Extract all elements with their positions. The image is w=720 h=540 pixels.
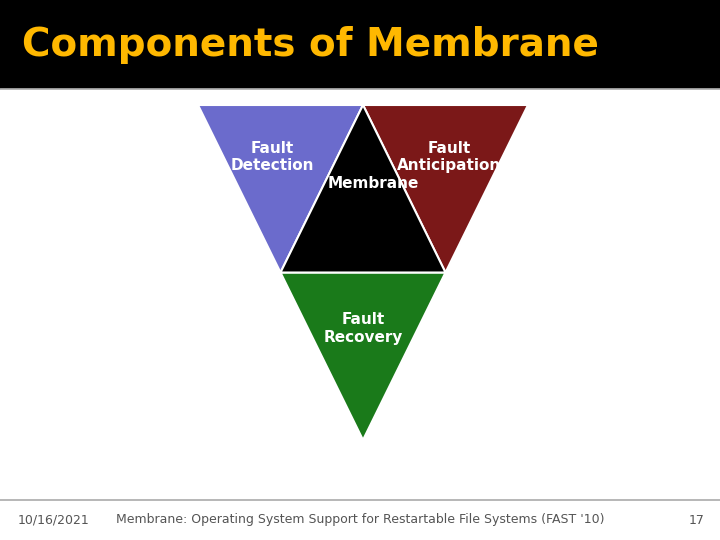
Text: Fault
Recovery: Fault Recovery bbox=[323, 312, 402, 345]
Polygon shape bbox=[198, 105, 363, 273]
Text: 10/16/2021: 10/16/2021 bbox=[18, 514, 90, 526]
Polygon shape bbox=[363, 105, 528, 273]
Polygon shape bbox=[281, 105, 446, 273]
Polygon shape bbox=[281, 273, 446, 440]
Text: Membrane: Operating System Support for Restartable File Systems (FAST '10): Membrane: Operating System Support for R… bbox=[116, 514, 604, 526]
Text: Fault
Detection: Fault Detection bbox=[230, 140, 314, 173]
Text: Fault
Anticipation: Fault Anticipation bbox=[397, 140, 502, 173]
Bar bbox=[0, 89, 720, 500]
Bar bbox=[0, 500, 720, 540]
Text: Components of Membrane: Components of Membrane bbox=[22, 25, 599, 64]
Text: 17: 17 bbox=[689, 514, 705, 526]
Text: Membrane: Membrane bbox=[328, 176, 419, 191]
